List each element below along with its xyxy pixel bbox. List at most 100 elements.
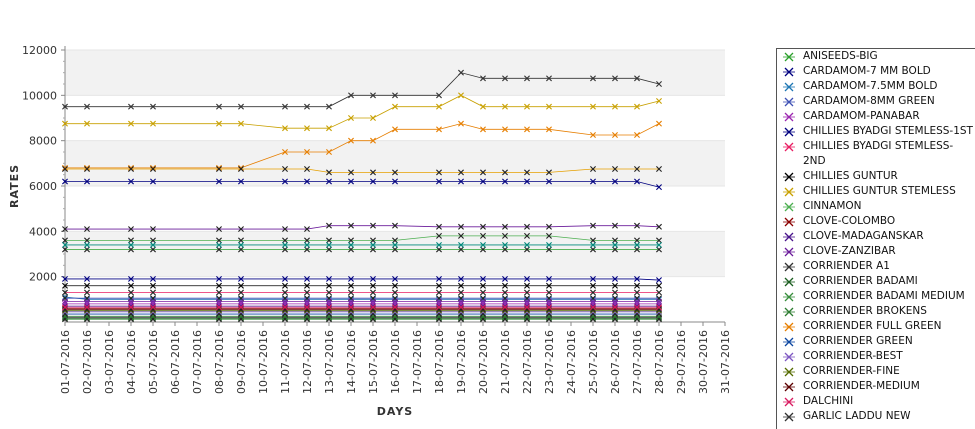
data-point [282, 304, 288, 311]
data-point [590, 246, 596, 253]
data-point [590, 298, 596, 305]
data-point [590, 296, 596, 303]
data-point [524, 304, 530, 311]
data-point [524, 289, 530, 296]
data-point [502, 223, 508, 230]
data-point [304, 304, 310, 311]
data-point [634, 282, 640, 289]
data-point [502, 246, 508, 253]
data-point [656, 296, 662, 303]
x-tick-label: 20-07-2016 [477, 330, 490, 394]
data-point [304, 275, 310, 282]
data-point [150, 166, 156, 172]
data-point [150, 304, 156, 311]
data-point [634, 178, 640, 185]
data-point [326, 237, 332, 244]
data-point [216, 237, 222, 244]
x-tick-label: 23-07-2016 [543, 330, 556, 394]
data-point [128, 103, 134, 110]
series-line-12 [65, 225, 660, 230]
legend-item: CARDAMOM-7.5MM BOLD [777, 79, 975, 94]
data-point [634, 289, 640, 296]
data-point [392, 222, 398, 229]
data-point [128, 237, 134, 244]
legend-item: GARLIC LADDU NEW [777, 409, 975, 424]
legend-label: CORRIENDER BROKENS [803, 305, 927, 317]
data-point [62, 164, 68, 171]
x-tick-label: 06-07-2016 [169, 330, 182, 394]
data-point [282, 246, 288, 253]
data-point [458, 232, 464, 239]
y-tick-label: 4000 [29, 225, 57, 238]
data-point [656, 304, 662, 311]
data-point [282, 226, 288, 233]
data-point [238, 120, 244, 127]
data-point [128, 306, 134, 313]
data-point [238, 166, 244, 172]
legend-item: CLOVE-COLOMBO [777, 214, 975, 229]
data-point [656, 166, 662, 172]
data-point [634, 296, 640, 303]
data-point [282, 306, 288, 313]
legend-item: ANISEEDS-BIG [777, 49, 975, 64]
x-tick-label: 29-07-2016 [675, 330, 688, 394]
data-point [392, 298, 398, 305]
data-point [326, 313, 332, 320]
data-point [348, 306, 354, 313]
data-point [238, 289, 244, 296]
data-point [458, 306, 464, 313]
data-point [392, 241, 398, 248]
y-tick-label: 12000 [22, 44, 57, 57]
legend-marker-icon [781, 49, 797, 64]
data-point [436, 296, 442, 303]
legend-item: CORRIENDER GREEN [777, 334, 975, 349]
data-point [216, 178, 222, 185]
data-point [282, 313, 288, 320]
data-point [458, 298, 464, 305]
data-point [392, 246, 398, 253]
data-point [304, 237, 310, 244]
data-point [656, 241, 662, 248]
legend-marker-icon [781, 259, 797, 274]
data-point [612, 75, 618, 82]
data-point [282, 275, 288, 282]
grid-band [65, 50, 725, 96]
data-point [128, 313, 134, 320]
data-point [502, 296, 508, 303]
data-point [150, 241, 156, 248]
data-point [282, 149, 288, 155]
data-point [370, 306, 376, 313]
y-tick-label: 8000 [29, 135, 57, 148]
data-point [348, 137, 354, 144]
data-point [150, 237, 156, 244]
data-point [502, 169, 508, 176]
data-point [128, 289, 134, 296]
x-tick-label: 22-07-2016 [521, 330, 534, 394]
data-point [326, 149, 332, 155]
data-point [612, 237, 618, 244]
series-line-5 [65, 278, 660, 281]
data-point [480, 246, 486, 253]
data-point [216, 296, 222, 303]
data-point [634, 275, 640, 282]
data-point [238, 275, 244, 282]
data-point [480, 308, 486, 315]
data-point [304, 178, 310, 185]
legend-item: CORRIENDER FULL GREEN [777, 319, 975, 334]
y-tick-label: 10000 [22, 89, 57, 102]
data-point [524, 241, 530, 248]
data-point [282, 237, 288, 244]
legend-item: CORRIENDER BROKENS [777, 304, 975, 319]
data-point [348, 237, 354, 244]
data-point [458, 69, 464, 76]
data-point [62, 246, 68, 253]
data-point [150, 275, 156, 282]
data-point [546, 126, 552, 133]
data-point [348, 222, 354, 229]
data-point [128, 298, 134, 305]
data-point [128, 226, 134, 233]
data-point [304, 298, 310, 305]
data-point [502, 306, 508, 313]
data-point [128, 164, 134, 171]
x-tick-label: 15-07-2016 [367, 330, 380, 394]
